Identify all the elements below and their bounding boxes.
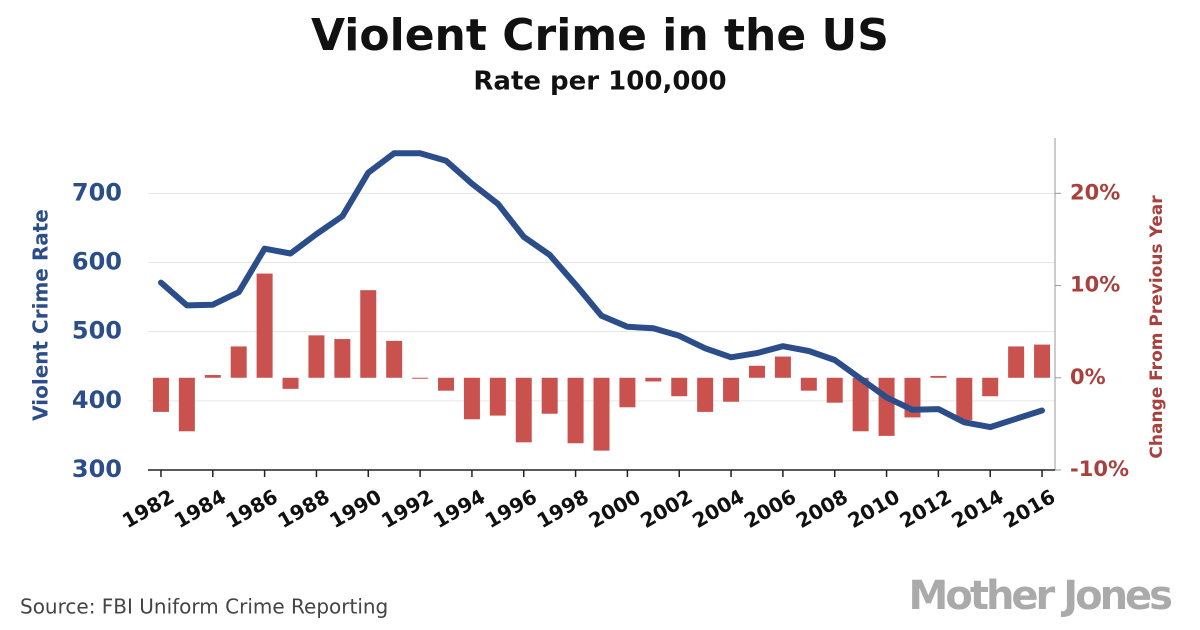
bar (360, 290, 377, 378)
y-tick-label: 400 (72, 386, 122, 414)
x-tick-label: 2010 (844, 484, 904, 533)
x-tick-label: 2008 (792, 484, 852, 533)
line (158, 150, 1045, 431)
bar (852, 377, 869, 432)
x-tick-label: 1996 (481, 484, 541, 533)
logo: Mother Jones (909, 573, 1172, 619)
x-tick-label: 1982 (118, 484, 178, 533)
bar (930, 375, 947, 378)
bar (308, 335, 325, 378)
bar (774, 356, 791, 378)
y2-axis-label: Change From Previous Year (1147, 195, 1167, 459)
chart-title: Violent Crime in the US (311, 10, 889, 61)
bar (1034, 344, 1051, 378)
x-tick-label: 1992 (377, 484, 437, 533)
bar (1008, 346, 1025, 378)
y-tick-label: 700 (72, 178, 122, 206)
y-tick-label: 500 (72, 317, 122, 345)
bar (282, 377, 299, 389)
bar (463, 377, 480, 420)
x-tick-label: 1988 (273, 484, 333, 533)
y-axis-label: Violent Crime Rate (29, 209, 53, 421)
x-tick-label: 2014 (947, 484, 1007, 533)
x-tick-label: 2012 (895, 484, 955, 533)
bar (386, 340, 403, 378)
bar (515, 377, 532, 443)
bar (826, 377, 843, 403)
bar (204, 375, 221, 378)
bar (412, 377, 429, 379)
x-tick-label: 1990 (325, 484, 385, 533)
bar (956, 377, 973, 421)
x-tick-label: 2004 (688, 484, 748, 533)
bar (748, 365, 765, 378)
x-tick-label: 1994 (429, 484, 489, 533)
y2-tick-label: -10% (1070, 457, 1129, 481)
bar (541, 377, 558, 414)
y2-tick-label: 10% (1070, 273, 1120, 297)
bar (878, 377, 895, 436)
bar (152, 377, 169, 412)
source: Source: FBI Uniform Crime Reporting (20, 595, 388, 619)
chart-subtitle: Rate per 100,000 (473, 67, 726, 97)
x-tick-label: 1986 (222, 484, 282, 533)
bar (256, 273, 273, 378)
bar (697, 377, 714, 412)
bar (178, 377, 195, 432)
x-tick-label: 2006 (740, 484, 800, 533)
bar (619, 377, 636, 408)
bar (438, 377, 455, 391)
y2-tick-label: 20% (1070, 180, 1120, 204)
y-tick-label: 300 (72, 455, 122, 483)
bar (800, 377, 817, 391)
bar (645, 377, 662, 382)
bar (230, 346, 247, 378)
bar (671, 377, 688, 397)
x-tick-label: 1998 (533, 484, 593, 533)
bar (723, 377, 740, 402)
bar (334, 339, 351, 378)
y-tick-label: 600 (72, 248, 122, 276)
y2-tick-label: 0% (1070, 365, 1106, 389)
bar (982, 377, 999, 397)
bar (489, 377, 506, 416)
x-tick-label: 1984 (170, 484, 230, 533)
bar (593, 377, 610, 451)
x-tick-label: 2002 (636, 484, 696, 533)
bar (567, 377, 584, 444)
x-tick-label: 2000 (584, 484, 644, 533)
x-tick-label: 2016 (999, 484, 1059, 533)
